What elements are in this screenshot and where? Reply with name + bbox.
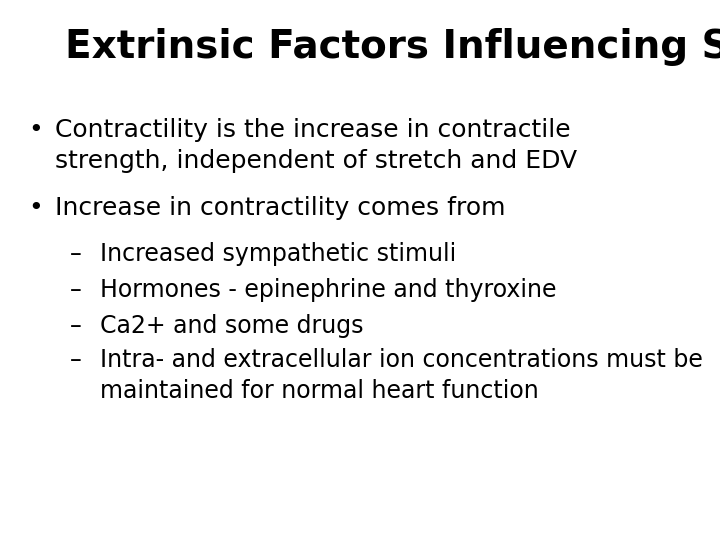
Text: –: – [70,278,82,302]
Text: •: • [28,118,42,142]
Text: –: – [70,314,82,338]
Text: Hormones - epinephrine and thyroxine: Hormones - epinephrine and thyroxine [100,278,557,302]
Text: Ca2+ and some drugs: Ca2+ and some drugs [100,314,364,338]
Text: Increase in contractility comes from: Increase in contractility comes from [55,196,505,220]
Text: Intra- and extracellular ion concentrations must be
maintained for normal heart : Intra- and extracellular ion concentrati… [100,348,703,403]
Text: •: • [28,196,42,220]
Text: Extrinsic Factors Influencing SV: Extrinsic Factors Influencing SV [65,28,720,66]
Text: –: – [70,348,82,372]
Text: Increased sympathetic stimuli: Increased sympathetic stimuli [100,242,456,266]
Text: –: – [70,242,82,266]
Text: Contractility is the increase in contractile
strength, independent of stretch an: Contractility is the increase in contrac… [55,118,577,173]
